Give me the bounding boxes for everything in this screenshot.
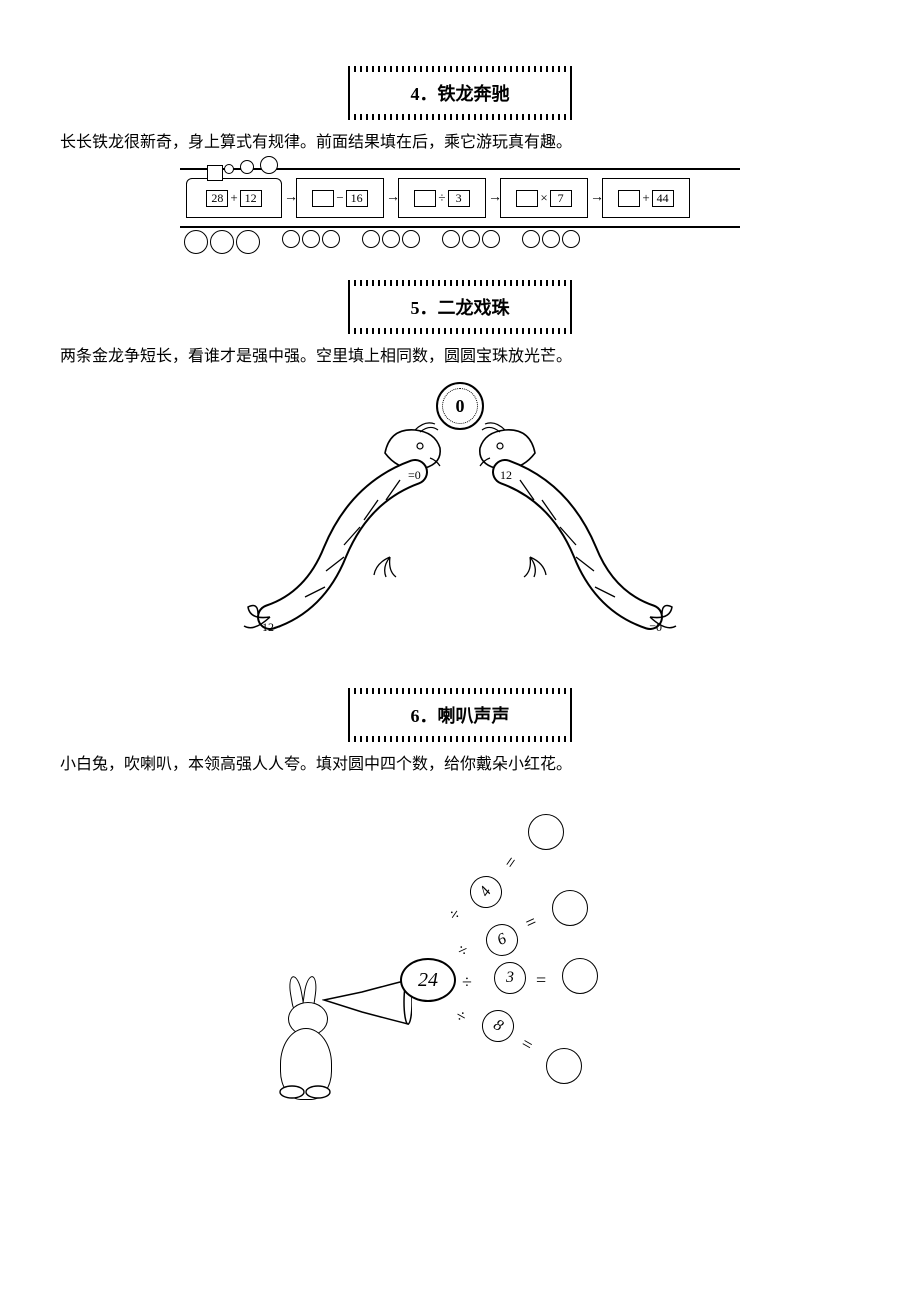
divide-icon: ÷	[454, 939, 472, 962]
divisor-8: 8	[476, 1004, 520, 1048]
divide-icon: ÷	[451, 1005, 470, 1028]
car2-val: 3	[448, 190, 470, 207]
car4-op: +	[642, 190, 649, 206]
wheel	[322, 230, 340, 248]
wheel	[362, 230, 380, 248]
equals-icon: =	[500, 852, 523, 872]
car1-val: 16	[346, 190, 368, 207]
result-blank	[546, 1048, 582, 1084]
left-tail-label: 12−	[262, 620, 281, 635]
trumpet-figure: 24 ÷ ÷ ÷ ÷ 4 6 3 8 = = = =	[60, 790, 860, 1120]
car2-op: ÷	[438, 190, 445, 206]
car3-val: 7	[550, 190, 572, 207]
wheel	[462, 230, 480, 248]
wheel	[562, 230, 580, 248]
left-head-label: =0	[408, 468, 421, 483]
wheel	[210, 230, 234, 254]
trumpet-diagram: 24 ÷ ÷ ÷ ÷ 4 6 3 8 = = = =	[250, 790, 670, 1120]
divisor-6: 6	[481, 919, 524, 962]
center-value: 24	[418, 969, 438, 992]
section-5-title: 5．二龙戏珠	[348, 284, 572, 330]
car-1: → − 16	[296, 178, 384, 218]
car-4: → + 44	[602, 178, 690, 218]
divisor-3-val: 3	[506, 969, 514, 987]
car4-val: 44	[652, 190, 674, 207]
chimney	[207, 165, 223, 181]
arrow-icon: →	[488, 190, 502, 206]
divisor-6-val: 6	[495, 930, 510, 950]
arrow-icon: →	[590, 190, 604, 206]
right-tail-label: =0	[649, 620, 662, 635]
section-4-title-text: 4．铁龙奔驰	[411, 84, 510, 104]
train: 28 + 12 → − 16 → ÷ 3 → × 7	[180, 168, 740, 254]
plus-op: +	[230, 190, 237, 206]
wheel	[236, 230, 260, 254]
equals-icon: =	[536, 970, 546, 991]
wheel	[402, 230, 420, 248]
blank-box	[414, 190, 436, 207]
dragon-bodies	[240, 382, 680, 662]
locomotive: 28 + 12	[186, 178, 282, 218]
result-blank	[528, 814, 564, 850]
wheel	[382, 230, 400, 248]
smoke-puff	[240, 160, 254, 174]
wheel	[184, 230, 208, 254]
smoke-puff	[224, 164, 234, 174]
blank-box	[516, 190, 538, 207]
section-4-intro: 长长铁龙很新奇，身上算式有规律。前面结果填在后，乘它游玩真有趣。	[60, 128, 860, 152]
wheel	[542, 230, 560, 248]
start-a: 28	[206, 190, 228, 207]
divide-icon: ÷	[444, 904, 467, 924]
train-figure: 28 + 12 → − 16 → ÷ 3 → × 7	[60, 168, 860, 254]
start-b: 12	[240, 190, 262, 207]
arrow-icon: →	[284, 190, 298, 206]
result-blank	[562, 958, 598, 994]
wheel	[482, 230, 500, 248]
blank-box	[618, 190, 640, 207]
two-dragons: 0	[240, 382, 680, 662]
smoke-puff	[260, 156, 278, 174]
section-6-intro: 小白兔，吹喇叭，本领高强人人夸。填对圆中四个数，给你戴朵小红花。	[60, 750, 860, 774]
wheel	[442, 230, 460, 248]
divide-icon: ÷	[462, 972, 472, 993]
dragons-figure: 0	[60, 382, 860, 662]
car-2: → ÷ 3	[398, 178, 486, 218]
section-5-intro: 两条金龙争短长，看谁才是强中强。空里填上相同数，圆圆宝珠放光芒。	[60, 342, 860, 366]
wheel	[522, 230, 540, 248]
blank-box	[312, 190, 334, 207]
car1-op: −	[336, 190, 343, 206]
equals-icon: =	[517, 1033, 536, 1056]
divisor-3: 3	[494, 962, 526, 994]
divisor-4-val: 4	[476, 884, 495, 901]
car-3: → × 7	[500, 178, 588, 218]
wheel	[282, 230, 300, 248]
right-head-label: 12	[500, 468, 512, 483]
result-blank	[552, 890, 588, 926]
section-5-title-text: 5．二龙戏珠	[411, 298, 510, 318]
section-6-title: 6．喇叭声声	[348, 692, 572, 738]
wheel	[302, 230, 320, 248]
wheel-row	[184, 230, 740, 254]
section-4-title: 4．铁龙奔驰	[348, 70, 572, 116]
car3-op: ×	[540, 190, 547, 206]
section-6-title-text: 6．喇叭声声	[411, 706, 510, 726]
divisor-4: 4	[464, 870, 509, 915]
trumpet-icon	[322, 978, 412, 1028]
divisor-8-val: 8	[490, 1016, 506, 1036]
center-number: 24	[400, 958, 456, 1002]
rabbit-feet	[278, 1072, 338, 1102]
equals-icon: =	[522, 911, 540, 934]
arrow-icon: →	[386, 190, 400, 206]
